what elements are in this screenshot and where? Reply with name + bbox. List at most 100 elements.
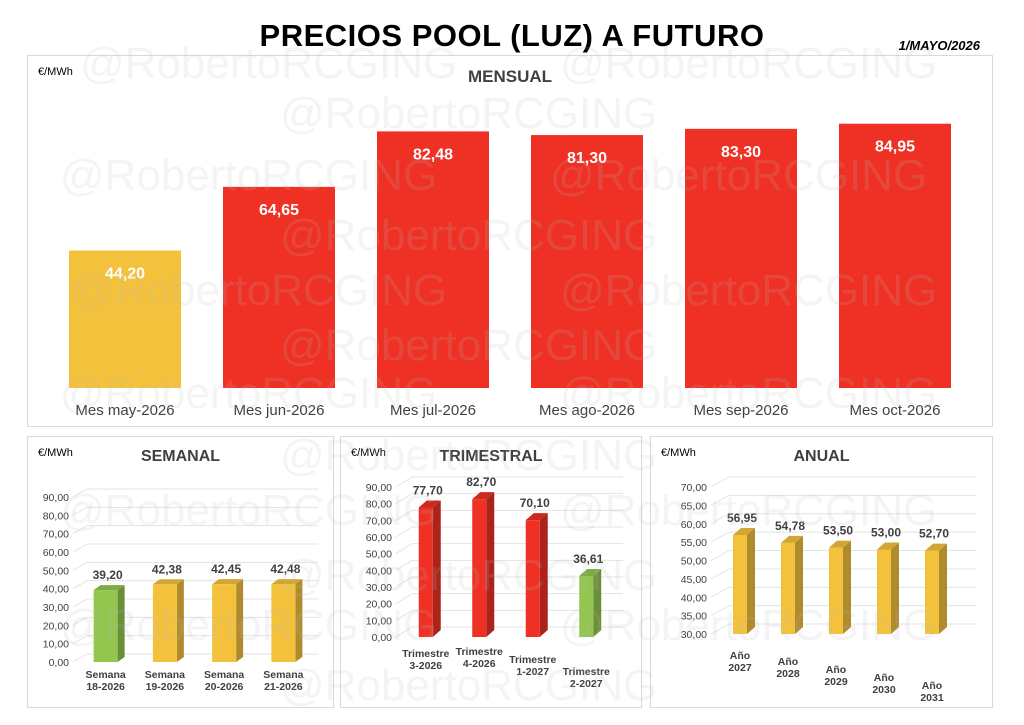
gridline	[395, 559, 413, 571]
monthly-chart-title: MENSUAL	[467, 67, 553, 86]
weekly-chart-panel: €/MWh SEMANAL 0,00 10,00 20,00 30,00 40,00 50…	[27, 436, 334, 708]
monthly-data-label: 44,20	[105, 265, 145, 282]
monthly-bar	[69, 250, 181, 388]
category-label: Año	[826, 664, 846, 676]
bar	[781, 542, 795, 634]
bar	[525, 520, 540, 637]
gridline	[72, 653, 88, 663]
page-title: PRECIOS POOL (LUZ) A FUTURO	[259, 18, 765, 53]
weekly-unit-label: €/MWh	[38, 447, 73, 459]
category-label: 4-2026	[463, 658, 496, 670]
category-label: Año	[922, 680, 942, 692]
category-label: Trimestre	[402, 648, 449, 660]
data-label: 53,50	[823, 524, 853, 538]
category-label: Semana	[85, 669, 125, 681]
y-tick-label: 50,00	[366, 549, 392, 561]
bar-top	[472, 492, 495, 500]
gridline	[710, 568, 730, 580]
gridline	[710, 494, 730, 506]
annual-chart: 30,00 35,00 40,00 45,00 50,00 55,00 60,00 65,00…	[681, 476, 976, 704]
quarterly-chart: 0,00 10,00 20,00 30,00 40,00 50,00 60,00 70,00 8…	[366, 475, 623, 690]
category-label: 20-2026	[205, 681, 244, 693]
bar	[925, 550, 939, 634]
category-label: 2030	[872, 684, 896, 696]
gridline	[395, 543, 413, 555]
category-label: Trimestre	[509, 654, 556, 666]
gridline	[395, 576, 413, 588]
gridline	[72, 598, 88, 608]
y-tick-label: 30,00	[681, 629, 707, 641]
category-label: 2031	[920, 692, 944, 704]
gridline	[710, 476, 730, 488]
gridline	[395, 476, 413, 488]
gridline	[395, 493, 413, 505]
category-label: 3-2026	[409, 660, 442, 672]
quarterly-unit-label: €/MWh	[351, 447, 386, 459]
bar-top	[925, 543, 947, 551]
category-label: 2029	[824, 676, 848, 688]
y-tick-label: 80,00	[43, 510, 69, 522]
quarterly-chart-panel: €/MWh TRIMESTRAL 0,00 10,00 20,00 30,00 40,0…	[340, 436, 642, 708]
annual-chart-panel: €/MWh ANUAL 30,00 35,00 40,00 45,00 50,00 55,…	[650, 436, 993, 708]
y-tick-label: 35,00	[681, 611, 707, 623]
y-tick-label: 30,00	[43, 602, 69, 614]
data-label: 36,61	[573, 552, 603, 566]
bar-side	[176, 579, 184, 662]
data-label: 53,00	[871, 525, 901, 539]
category-label: 2028	[776, 668, 800, 680]
y-tick-label: 70,00	[43, 529, 69, 541]
monthly-bar	[685, 128, 797, 388]
monthly-category-label: Mes ago-2026	[539, 402, 635, 419]
monthly-data-label: 84,95	[875, 139, 915, 156]
category-label: Año	[778, 656, 798, 668]
category-label: 18-2026	[86, 681, 125, 693]
bar-side	[236, 579, 244, 662]
data-label: 42,38	[152, 562, 182, 576]
report-date: 1/MAYO/2026	[898, 38, 980, 53]
y-tick-label: 10,00	[366, 615, 392, 627]
gridline	[72, 635, 88, 645]
gridline	[395, 626, 413, 638]
y-tick-label: 40,00	[366, 565, 392, 577]
bar-side	[891, 542, 899, 634]
bar-side	[486, 492, 495, 637]
bar-side	[295, 579, 303, 662]
category-label: 21-2026	[264, 681, 303, 693]
bar-top	[829, 540, 851, 548]
y-tick-label: 40,00	[681, 592, 707, 604]
y-tick-label: 60,00	[366, 532, 392, 544]
gridline	[395, 526, 413, 538]
y-tick-label: 50,00	[43, 565, 69, 577]
y-tick-label: 20,00	[366, 599, 392, 611]
data-label: 52,70	[919, 527, 949, 541]
bar-top	[418, 500, 441, 508]
bar-top	[271, 579, 303, 585]
y-tick-label: 90,00	[366, 482, 392, 494]
monthly-data-label: 82,48	[413, 146, 453, 163]
data-label: 77,70	[413, 484, 443, 498]
bar-side	[939, 543, 947, 634]
bar-side	[539, 513, 548, 637]
monthly-bar	[377, 131, 489, 388]
gridline	[72, 488, 88, 498]
monthly-unit-label: €/MWh	[38, 66, 73, 78]
annual-unit-label: €/MWh	[661, 447, 696, 459]
bar	[418, 507, 433, 637]
annual-chart-title: ANUAL	[793, 448, 850, 465]
bar	[271, 584, 296, 662]
category-label: Semana	[263, 669, 303, 681]
bar-top	[212, 579, 244, 585]
y-tick-label: 60,00	[681, 519, 707, 531]
category-label: Año	[874, 672, 894, 684]
bar	[579, 575, 594, 637]
y-tick-label: 45,00	[681, 574, 707, 586]
y-tick-label: 70,00	[681, 482, 707, 494]
y-tick-label: 60,00	[43, 547, 69, 559]
weekly-chart-title: SEMANAL	[140, 448, 221, 465]
gridline	[395, 509, 413, 521]
y-tick-label: 30,00	[366, 582, 392, 594]
weekly-chart: 0,00 10,00 20,00 30,00 40,00 50,00 60,00 70,00 8…	[43, 488, 318, 693]
monthly-bar	[223, 186, 335, 388]
bar-side	[843, 540, 851, 634]
bar-top	[877, 542, 899, 550]
